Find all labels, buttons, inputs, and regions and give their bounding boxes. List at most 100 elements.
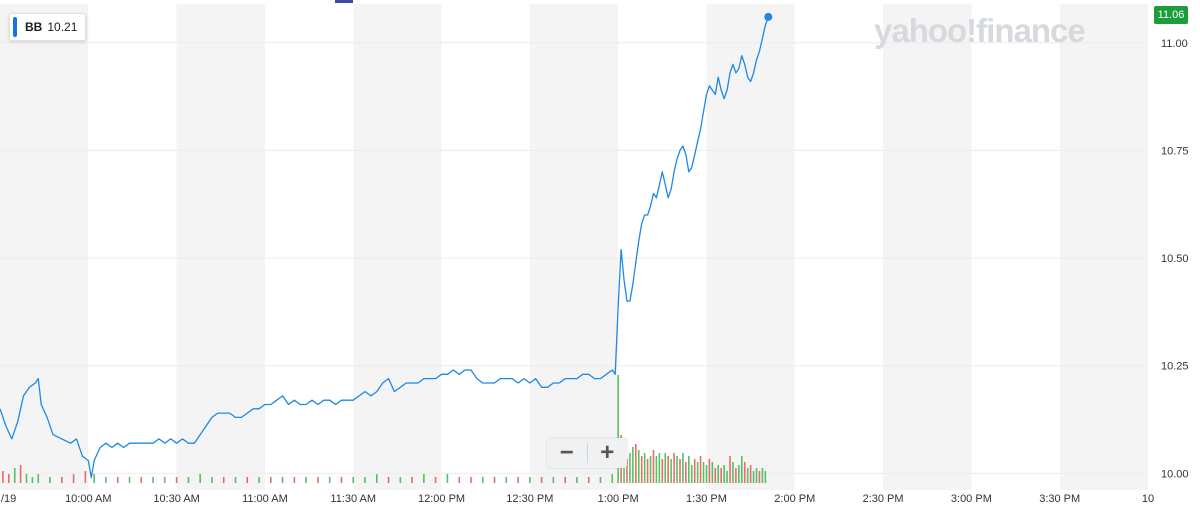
zoom-controls: − + — [547, 438, 627, 468]
volume-bar — [93, 474, 95, 483]
volume-bar — [246, 477, 249, 483]
volume-bar — [617, 375, 619, 483]
volume-bar — [8, 474, 10, 483]
y-tick-label: 10.00 — [1161, 468, 1189, 480]
volume-bar — [270, 477, 272, 483]
volume-bar — [699, 456, 702, 483]
volume-bar — [649, 456, 652, 483]
volume-bar — [646, 459, 649, 483]
volume-bar — [658, 453, 661, 483]
volume-bar — [164, 477, 166, 483]
volume-bar — [629, 453, 631, 483]
zoom-in-button[interactable]: + — [600, 439, 615, 466]
volume-bar — [387, 477, 390, 483]
volume-bar — [711, 462, 714, 483]
x-axis-labels: /19 10:00 AM 10:30 AM 11:00 AM 11:30 AM 12:00… — [1, 493, 1154, 505]
volume-bar — [749, 465, 752, 483]
volume-bar — [726, 471, 728, 483]
volume-bar — [352, 477, 355, 483]
last-price-badge: 11.06 — [1154, 6, 1188, 24]
volume-bar — [293, 477, 296, 483]
volume-bar — [140, 477, 143, 483]
volume-bar — [729, 456, 731, 483]
volume-bar — [258, 477, 260, 483]
volume-bar — [640, 456, 643, 483]
volume-bar — [664, 453, 667, 483]
volume-bar — [685, 462, 687, 483]
last-price-dot — [764, 12, 773, 21]
legend-value: 10.21 — [47, 20, 78, 34]
volume-bar — [37, 474, 40, 483]
x-tick-label: 10:00 AM — [65, 493, 111, 505]
volume-bar — [2, 471, 4, 483]
volume-bar — [493, 477, 496, 483]
volume-bar — [632, 447, 634, 483]
volume-bar — [661, 459, 664, 483]
volume-bar — [540, 477, 543, 483]
volume-bar — [211, 477, 213, 483]
volume-bar — [375, 474, 378, 483]
volume-bar — [152, 477, 154, 483]
volume-bar — [693, 459, 696, 483]
volume-bar — [222, 477, 225, 483]
volume-bar — [364, 477, 366, 483]
x-tick-label: 12:00 PM — [418, 493, 465, 505]
volume-bar — [679, 459, 681, 483]
volume-bar — [434, 477, 437, 483]
volume-bar — [764, 471, 767, 483]
volume-bar — [732, 462, 734, 483]
y-tick-label: 10.75 — [1161, 145, 1189, 157]
volume-bar — [688, 456, 690, 483]
volume-bar — [735, 468, 737, 483]
x-tick-label: 10 — [1142, 493, 1154, 505]
x-tick-label: 2:00 PM — [774, 493, 815, 505]
volume-bar — [746, 468, 749, 483]
time-bands — [0, 4, 1148, 490]
zoom-out-button[interactable]: − — [559, 439, 574, 466]
legend-symbol: BB — [25, 20, 43, 34]
time-band — [883, 4, 972, 490]
volume-bar — [761, 468, 764, 483]
volume-bar — [714, 468, 717, 483]
series-legend[interactable]: BB 10.21 — [9, 13, 87, 41]
y-tick-label: 10.25 — [1161, 361, 1189, 373]
volume-bar — [743, 462, 746, 483]
volume-bar — [49, 477, 51, 483]
volume-bar — [61, 477, 63, 483]
volume-bar — [128, 477, 131, 483]
volume-bar — [682, 453, 684, 483]
volume-bar — [175, 477, 178, 483]
volume-bar — [199, 474, 201, 483]
volume-bar — [611, 474, 614, 483]
volume-bar — [643, 453, 646, 483]
volume-bar — [717, 465, 720, 483]
x-tick-label: 12:30 PM — [506, 493, 553, 505]
volume-bar — [411, 477, 413, 483]
volume-bar — [25, 474, 28, 483]
volume-bar — [690, 465, 693, 483]
volume-bar — [626, 459, 628, 483]
time-band — [176, 4, 265, 490]
x-tick-label: 3:30 PM — [1039, 493, 1080, 505]
volume-bar — [517, 477, 519, 483]
volume-bar — [599, 477, 602, 483]
yahoo-finance-logo: yahoo!finance — [874, 12, 1086, 49]
volume-bar — [84, 471, 87, 483]
x-tick-label: 2:30 PM — [863, 493, 904, 505]
volume-bar — [637, 450, 640, 483]
volume-bar — [187, 477, 190, 483]
x-tick-label: 3:00 PM — [951, 493, 992, 505]
volume-bar — [670, 459, 672, 483]
volume-bar — [505, 477, 508, 483]
y-axis-labels: 10.00 10.25 10.50 10.75 11.00 — [1161, 38, 1189, 481]
volume-bar — [481, 477, 484, 483]
y-tick-label: 10.50 — [1161, 253, 1189, 265]
legend-color-swatch — [13, 17, 17, 37]
volume-bar — [564, 477, 566, 483]
volume-bar — [31, 477, 34, 483]
x-tick-label: 11:30 AM — [330, 493, 376, 505]
volume-bar — [740, 456, 743, 483]
volume-bar — [752, 471, 755, 483]
volume-bar — [399, 477, 402, 483]
